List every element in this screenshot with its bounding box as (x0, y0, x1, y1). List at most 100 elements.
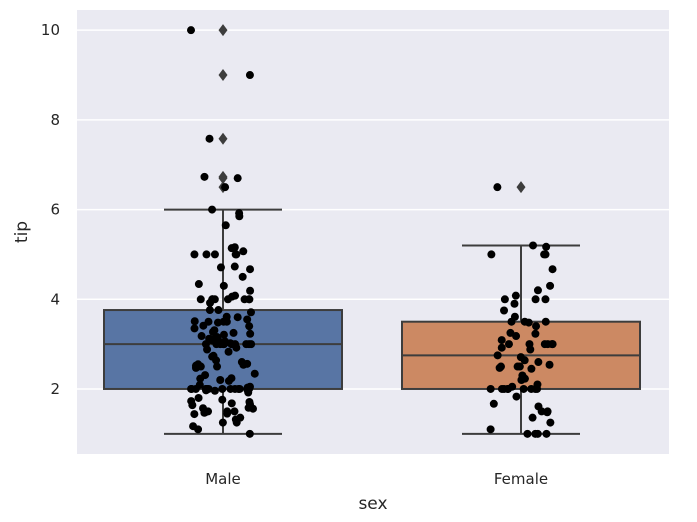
male-point-49 (190, 324, 199, 333)
male-point-11 (227, 244, 236, 253)
male-point-139 (245, 429, 254, 438)
male-point-92 (216, 376, 225, 384)
male-point-87 (191, 363, 200, 372)
male-point-120 (227, 399, 236, 408)
female-point-63 (528, 413, 537, 422)
male-point-79 (212, 356, 221, 365)
male-point-138 (194, 425, 203, 434)
male-point-21 (238, 272, 247, 281)
y-tick-label-10: 10 (41, 21, 60, 39)
male-point-54 (219, 330, 228, 339)
female-point-9 (511, 291, 520, 300)
female-point-35 (520, 356, 529, 365)
male-point-16 (231, 250, 240, 259)
y-axis-label: tip (12, 221, 32, 243)
male-point-83 (239, 360, 248, 369)
female-point-67 (523, 429, 532, 438)
female-point-62 (543, 408, 552, 417)
male-point-27 (223, 295, 232, 304)
male-point-55 (197, 332, 206, 341)
y-tick-label-8: 8 (50, 111, 60, 129)
male-point-18 (230, 262, 239, 271)
male-point-105 (187, 384, 196, 393)
x-tick-label-female: Female (494, 470, 548, 488)
male-point-3 (200, 172, 209, 181)
female-point-57 (512, 392, 521, 401)
male-point-52 (229, 328, 238, 337)
male-point-113 (202, 386, 211, 395)
male-point-109 (218, 384, 227, 393)
female-point-56 (527, 384, 536, 393)
female-point-31 (497, 343, 506, 352)
male-point-5 (221, 183, 230, 192)
male-point-122 (188, 401, 197, 410)
male-outlier-1 (218, 69, 228, 82)
female-point-13 (510, 299, 519, 308)
y-tick-label-2: 2 (50, 380, 60, 398)
male-point-2 (205, 134, 214, 143)
male-point-8 (235, 212, 244, 221)
male-point-36 (214, 306, 223, 315)
female-point-49 (486, 384, 495, 393)
male-point-53 (246, 329, 255, 338)
female-point-19 (524, 318, 533, 327)
male-point-115 (244, 388, 253, 397)
female-point-24 (497, 336, 506, 345)
male-point-12 (239, 247, 248, 256)
male-point-48 (245, 322, 254, 331)
female-point-14 (500, 306, 509, 315)
male-point-114 (210, 386, 219, 395)
female-point-68 (531, 429, 540, 438)
male-point-20 (246, 265, 255, 274)
male-point-17 (190, 250, 199, 259)
female-point-69 (542, 429, 551, 438)
female-point-10 (500, 295, 509, 304)
male-outlier-0 (218, 24, 228, 37)
male-point-1 (245, 71, 254, 80)
male-point-88 (250, 369, 259, 378)
female-point-5 (540, 250, 549, 259)
female-point-20 (532, 322, 541, 331)
male-point-22 (194, 280, 203, 289)
female-point-36 (534, 358, 543, 367)
male-point-131 (223, 409, 232, 418)
female-point-22 (531, 329, 540, 338)
male-point-19 (216, 263, 225, 272)
male-point-34 (196, 295, 205, 304)
female-point-0 (493, 183, 502, 192)
female-point-8 (533, 286, 542, 295)
male-point-132 (190, 410, 199, 419)
female-point-18 (507, 317, 516, 326)
strip-points-layer (187, 26, 557, 438)
male-point-32 (240, 295, 249, 304)
male-point-0 (187, 26, 196, 35)
male-point-37 (205, 306, 214, 315)
female-point-16 (541, 317, 550, 326)
y-tick-label-4: 4 (50, 290, 60, 308)
female-point-1 (529, 241, 538, 250)
male-point-14 (210, 250, 219, 259)
x-axis-label: sex (358, 494, 387, 514)
female-point-6 (548, 265, 557, 274)
male-outlier-4 (218, 172, 228, 185)
male-point-125 (248, 404, 257, 413)
male-point-35 (206, 298, 215, 307)
male-point-93 (224, 376, 233, 385)
male-point-41 (243, 315, 252, 324)
female-point-41 (495, 363, 504, 372)
female-point-32 (526, 345, 535, 354)
male-point-47 (199, 321, 208, 330)
female-point-30 (543, 340, 552, 349)
male-point-76 (224, 347, 233, 356)
female-point-64 (546, 418, 555, 427)
watermark-text: 知乎 @小可乐大魔王 (522, 485, 680, 505)
female-point-37 (545, 360, 554, 369)
male-point-70 (219, 340, 228, 349)
male-point-75 (203, 345, 212, 354)
x-tick-label-male: Male (205, 470, 241, 488)
male-point-130 (200, 408, 209, 417)
male-point-110 (231, 384, 240, 393)
male-outlier-2 (218, 132, 228, 145)
male-point-9 (221, 221, 230, 230)
